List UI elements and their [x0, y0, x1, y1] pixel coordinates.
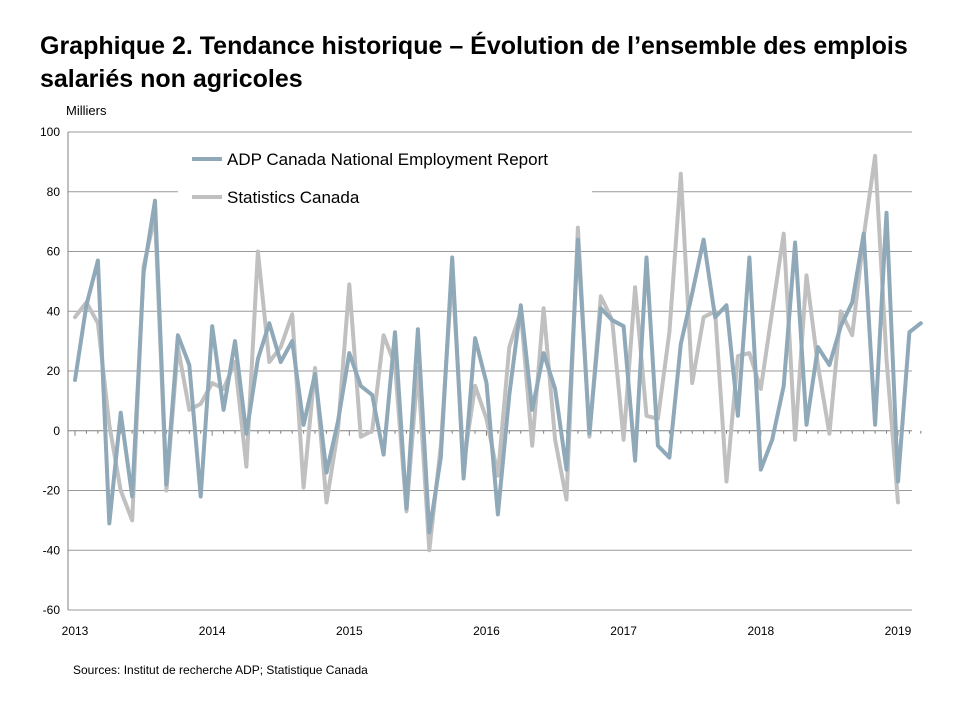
y-tick-label: 80 — [47, 185, 61, 199]
legend-label-adp: ADP Canada National Employment Report — [227, 150, 548, 169]
series-line-adp — [73, 198, 923, 535]
y-tick-label: 20 — [47, 364, 61, 378]
x-tick-label: 2013 — [62, 624, 89, 638]
y-tick-label: -20 — [43, 484, 61, 498]
chart-title: Graphique 2. Tendance historique – Évolu… — [40, 32, 908, 93]
legend-label-statcan: Statistics Canada — [227, 188, 360, 207]
x-tick-label: 2015 — [336, 624, 363, 638]
y-tick-label: 100 — [40, 125, 60, 139]
legend-background — [178, 140, 592, 216]
x-tick-label: 2018 — [747, 624, 774, 638]
x-tick-label: 2014 — [199, 624, 226, 638]
y-axis: -60 -40 -20 0 20 40 60 80 100 — [40, 125, 69, 617]
legend: ADP Canada National Employment Report St… — [178, 140, 592, 216]
y-tick-label: 40 — [47, 304, 61, 318]
series-lines — [73, 153, 923, 553]
y-axis-unit-label: Milliers — [66, 103, 107, 118]
y-tick-label: -40 — [43, 543, 61, 557]
y-tick-label: -60 — [43, 603, 61, 617]
x-tick-label: 2016 — [473, 624, 500, 638]
x-tick-label: 2019 — [885, 624, 912, 638]
x-tick-label: 2017 — [610, 624, 637, 638]
series-line-statcan — [73, 153, 900, 553]
source-note: Sources: Institut de recherche ADP; Stat… — [73, 663, 368, 677]
y-tick-label: 0 — [53, 424, 60, 438]
y-tick-label: 60 — [47, 245, 61, 259]
x-axis: 2013 2014 2015 2016 2017 2018 2019 — [62, 430, 922, 638]
